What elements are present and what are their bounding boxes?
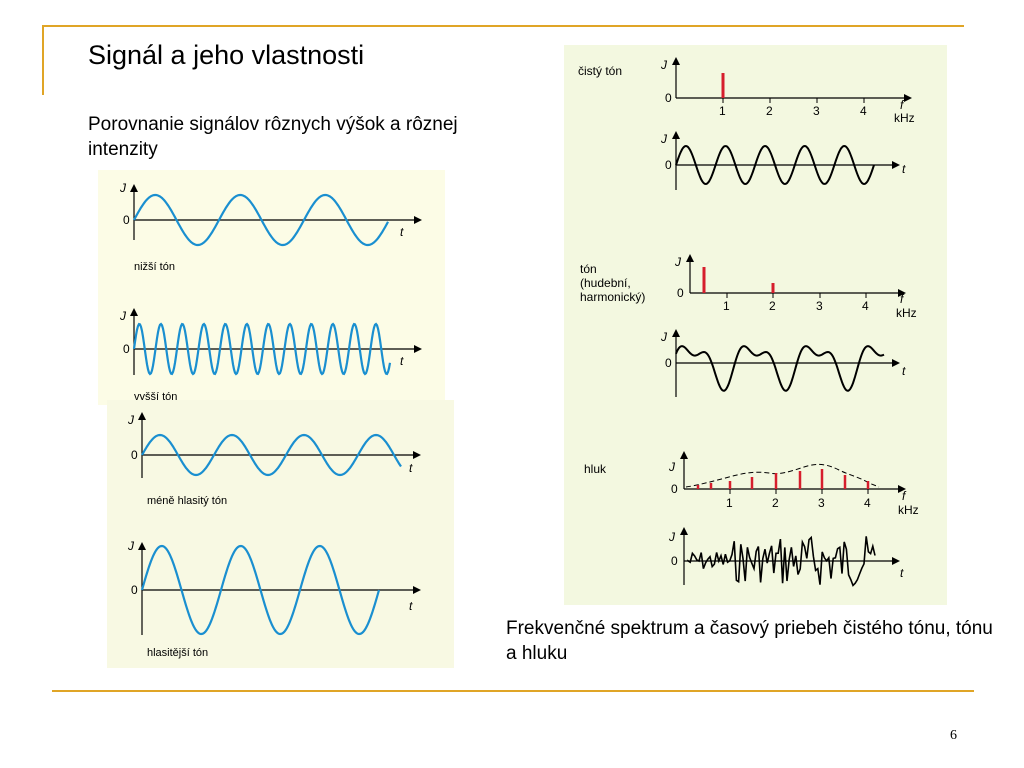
figure-caption: Frekvenčné spektrum a časový priebeh čis…: [506, 618, 993, 664]
tone-ticklabel-2: 2: [769, 299, 776, 313]
wave-high-pitch: [132, 322, 392, 376]
arrow-j-3: [138, 412, 146, 420]
pure-tone-waveform: [675, 144, 875, 186]
pure-time-label-zero: 0: [665, 158, 672, 172]
noise-label-f: f: [902, 489, 907, 503]
pure-spectrum-arrow-j: [672, 57, 680, 65]
frame-top-line: [42, 25, 964, 27]
arrow-j-1: [130, 184, 138, 192]
tone-ticklabel-4: 4: [862, 299, 869, 313]
pure-time-arrow-j: [672, 131, 680, 139]
pure-spectrum-arrow-f: [904, 94, 912, 102]
pure-ticklabel-2: 2: [766, 104, 773, 118]
arrow-t-3: [413, 451, 421, 459]
label-j-2: J: [119, 309, 127, 323]
noise-ticklabel-2: 2: [772, 496, 779, 510]
tone-label-khz: kHz: [896, 306, 917, 320]
label-j-1: J: [119, 181, 127, 195]
tone-time-label-j: J: [660, 330, 668, 344]
arrow-t-2: [414, 345, 422, 353]
pure-time-arrow-t: [892, 161, 900, 169]
label-t-2: t: [400, 354, 404, 368]
left-label-2: méně hlasitý tón: [147, 495, 227, 507]
label-t-4: t: [409, 599, 413, 613]
right-panel-spectra: čistý tón J 0 1 2 3 4 f kHz J 0 t tón (h…: [564, 45, 947, 605]
label-zero-4: 0: [131, 583, 138, 597]
tone-label-f: f: [900, 292, 905, 306]
pure-label-khz: kHz: [894, 111, 915, 125]
label-zero-1: 0: [123, 213, 130, 227]
pure-ticklabel-1: 1: [719, 104, 726, 118]
arrow-t-1: [414, 216, 422, 224]
noise-time-label-t: t: [900, 566, 904, 580]
arrow-j-4: [138, 542, 146, 550]
label-zero-3: 0: [131, 448, 138, 462]
noise-ticklabel-3: 3: [818, 496, 825, 510]
noise-label: hluk: [584, 462, 607, 476]
noise-label-khz: kHz: [898, 503, 919, 517]
noise-time-label-j: J: [668, 530, 676, 544]
noise-time-arrow-j: [680, 527, 688, 535]
noise-time-label-zero: 0: [671, 554, 678, 568]
label-j-3: J: [127, 413, 135, 427]
wave-quiet: [141, 433, 402, 477]
pure-ticklabel-3: 3: [813, 104, 820, 118]
slide-title: Signál a jeho vlastnosti: [88, 40, 365, 70]
frame-left-line: [42, 25, 44, 95]
pure-time-label-j: J: [660, 132, 668, 146]
label-t-3: t: [409, 461, 413, 475]
tone-label-line-1: (hudební,: [580, 276, 631, 290]
spectra-figure: čistý tón J 0 1 2 3 4 f kHz J 0 t tón (h…: [578, 57, 919, 587]
slide-subtitle: Porovnanie signálov rôznych výšok a rôzn…: [88, 114, 458, 160]
noise-spectrum-spikes: [696, 469, 870, 489]
pure-label-f: f: [900, 98, 905, 112]
left-label-0: nižší tón: [134, 261, 175, 273]
arrow-j-2: [130, 308, 138, 316]
tone-label-line-0: tón: [580, 262, 597, 276]
tone-spectrum-arrow-j: [686, 254, 694, 262]
wave-loud: [140, 544, 381, 636]
noise-spectrum-arrow-f: [898, 485, 906, 493]
arrow-t-4: [413, 586, 421, 594]
noise-envelope-dashed: [685, 463, 880, 488]
pure-time-label-t: t: [902, 162, 906, 176]
left-label-3: hlasitější tón: [147, 647, 208, 659]
noise-ticklabel-1: 1: [726, 496, 733, 510]
noise-waveform: [687, 535, 876, 587]
label-t-1: t: [400, 225, 404, 239]
tone-time-arrow-t: [892, 359, 900, 367]
tone-label-line-2: harmonický): [580, 290, 645, 304]
pure-spectrum-label-zero: 0: [665, 91, 672, 105]
page-number: 6: [950, 728, 957, 743]
label-zero-2: 0: [123, 342, 130, 356]
tone-time-arrow-j: [672, 329, 680, 337]
tone-waveform: [675, 345, 885, 392]
pure-tone-label: čistý tón: [578, 64, 622, 78]
noise-time-arrow-t: [892, 557, 900, 565]
wave-low-pitch: [133, 193, 389, 247]
loudness-figure: J 0 t méně hlasitý tón J 0 t hlasitější …: [127, 412, 421, 659]
pure-ticklabel-4: 4: [860, 104, 867, 118]
left-panel-loudness: J 0 t méně hlasitý tón J 0 t hlasitější …: [107, 400, 454, 668]
noise-ticklabel-4: 4: [864, 496, 871, 510]
left-panel-pitch: J 0 t nižší tón J 0 t vyšší tón: [98, 170, 445, 405]
tone-spectrum-label-j: J: [674, 255, 682, 269]
label-j-4: J: [127, 539, 135, 553]
tone-spectrum-label-zero: 0: [677, 286, 684, 300]
pure-spectrum-label-j: J: [660, 58, 668, 72]
noise-spectrum-label-zero: 0: [671, 482, 678, 496]
tone-time-label-t: t: [902, 364, 906, 378]
tone-spectrum-arrow-f: [898, 289, 906, 297]
pitch-figure: J 0 t nižší tón J 0 t vyšší tón: [119, 181, 422, 403]
frame-bottom-line: [52, 690, 974, 692]
noise-spectrum-arrow-j: [680, 451, 688, 459]
tone-time-label-zero: 0: [665, 356, 672, 370]
tone-ticklabel-3: 3: [816, 299, 823, 313]
noise-spectrum-label-j: J: [668, 460, 676, 474]
tone-ticklabel-1: 1: [723, 299, 730, 313]
